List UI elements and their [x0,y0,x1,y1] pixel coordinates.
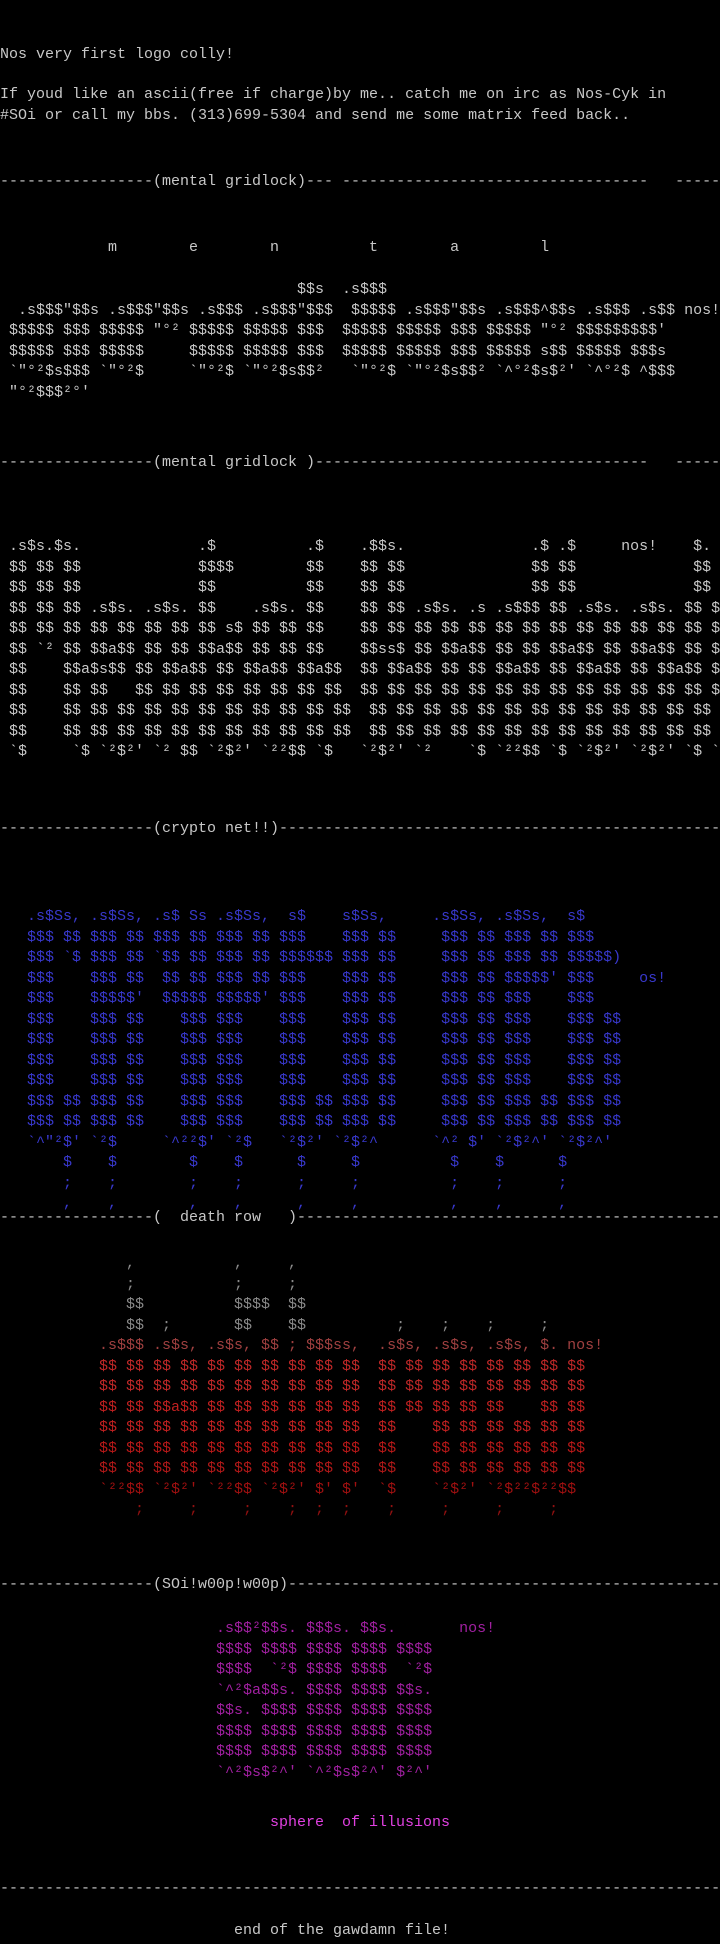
ascii-art-row: $$$$ $$$$ $$$$ $$$$ $$$$ [0,1722,433,1740]
section-separator: -----------------(crypto net!!)---------… [0,820,720,837]
ascii-art-row: `"°²$s$$$ `"°²$ `"°²$ `"°²$s$$² `"°²$ `"… [0,363,676,380]
outro-text: end of the gawdamn file! [234,1922,451,1939]
ascii-art-row: $$$ $$$$$' $$$$$ $$$$$' $$$ $$$ $$ $$$ $… [0,990,595,1007]
section-separator: -----------------(mental gridlock )-----… [0,454,720,471]
ascii-art-row: .s$$$"$$s .s$$$"$$s .s$$$ .s$$$"$$$ $$$$… [0,301,720,319]
ascii-art-row: $$ $$$$ $$ [0,1296,307,1313]
ascii-art-row: $$$ $$$ $$ $$$ $$$ $$$ $$$ $$ $$$ $$ $$$… [0,1072,622,1089]
ascii-art-row: $$s .s$$$ [0,281,388,298]
intro-text: #SOi or call my bbs. (313)699-5304 and s… [0,107,631,124]
ascii-art-row: $$ $$ $$ $$ $$ $$ $$ $$ $$ $$ $$ $$ $$ $… [0,722,720,740]
ascii-art-row: ; ; ; [0,1275,298,1293]
ascii-art-row: $$ $$ $$ $$ $$ $$ $$ $$ $$ $$ $$ [0,579,720,596]
ascii-art-row: $$$$$ $$$ $$$$$ $$$$$ $$$$$ $$$ $$$$$ $$… [0,342,667,360]
ascii-art-row: ; ; ; ; ; ; ; ; ; ; [0,1501,559,1518]
ascii-art-row: $$$$ $$$$ $$$$ $$$$ $$$$ [0,1743,433,1760]
ascii-art-row: `^²$s$²^' `^²$s$²^' $²^' [0,1763,433,1781]
ascii-art-row: `$ `$ `²$²' `² $$ `²$²' `²²$$ `$ `²$²' `… [0,743,720,760]
ascii-art-row: $$ $$ $$ $$ $$ $$ $$ $$ s$ $$ $$ $$ $$ $… [0,620,720,637]
ascii-art-row: $$ $$ $$ $$ $$ $$ $$ $$ $$ $$ $$ $$ $$ $… [0,1460,586,1477]
ascii-art-row: $ $ $ $ $ $ $ $ $ [0,1154,568,1171]
ascii-art-row: , , , [0,1255,298,1272]
section-separator: -----------------(SOi!w00p!w00p)--------… [0,1576,720,1593]
ascii-art-row: $$$ $$$ $$ $$$ $$$ $$$ $$$ $$ $$$ $$ $$$… [0,1010,622,1028]
ascii-art-row: $$ ; $$ $$ ; ; ; ; [0,1316,550,1334]
ascii-art-row: .s$Ss, .s$Ss, .s$ Ss .s$Ss, s$ s$Ss, .s$… [0,908,586,925]
ascii-art-row: $$ $$ $$ $$ $$ $$ $$ $$ $$ $$ $$ $$ $$ $… [0,702,720,719]
ascii-art-row: $$$ $$$ $$ $$$ $$$ $$$ $$$ $$ $$$ $$ $$$… [0,1031,622,1048]
ascii-art-row: $$$ $$ $$$ $$ $$$ $$$ $$$ $$ $$$ $$ $$$ … [0,1113,622,1130]
section-label: m e n t a l [0,239,550,256]
ascii-art-row: ; ; ; ; ; ; ; ; ; [0,1174,568,1192]
intro-text: Nos very first logo colly! [0,46,235,63]
ascii-art-row: .s$s.$s. .$ .$ .$$s. .$ .$ nos! $. $. [0,538,720,555]
ascii-art-row: $$ $$ $$ $$ $$ $$ $$ $$ $$ $$ $$ $$ $$ $… [0,1378,586,1395]
ascii-art-row: .s$$²$$s. $$$s. $$s. nos! [0,1620,496,1637]
ascii-art-row: $$$ $$$ $$ $$ $$ $$$ $$ $$$ $$$ $$ $$$ $… [0,969,667,987]
ascii-art-row: $$ $$a$s$$ $$ $$a$$ $$ $$a$$ $$a$$ $$ $$… [0,661,720,678]
section-separator: -----------------(mental gridlock)--- --… [0,173,720,190]
section-separator: ----------------------------------------… [0,1880,720,1897]
ascii-art-row: $$$$ `²$ $$$$ $$$$ `²$ [0,1661,433,1678]
ascii-art-row: $$$$$ $$$ $$$$$ "°² $$$$$ $$$$$ $$$ $$$$… [0,322,667,339]
section-tagline: sphere of illusions [270,1814,451,1831]
ascii-art-row: .s$$$ .s$s, .s$s, $$ ; $$$ss, .s$s, .s$s… [0,1337,604,1354]
ascii-art-row: $$$ `$ $$$ $$ `$$ $$ $$$ $$ $$$$$$ $$$ $… [0,949,622,966]
ascii-art-row: $$$ $$ $$$ $$ $$$ $$ $$$ $$ $$$ $$$ $$ $… [0,928,595,946]
ascii-art-row: `²²$$ `²$²' `²²$$ `²$²' $' $' `$ `²$²' `… [0,1480,577,1498]
ascii-art-row: $$ $$ $$ $$$$ $$ $$ $$ $$ $$ $$ $$ [0,558,720,576]
ascii-art-row: $$ $$ $$ .s$s. .s$s. $$ .s$s. $$ $$ $$ .… [0,599,720,617]
ascii-art-row: $$ $$ $$ $$ $$ $$ $$ $$ $$ $$ $$ $$ $$ $… [0,1439,586,1457]
ascii-art-row: $$$ $$ $$$ $$ $$$ $$$ $$$ $$ $$$ $$ $$$ … [0,1092,622,1110]
ascii-art-row: $$ $$ $$a$$ $$ $$ $$ $$ $$ $$ $$ $$ $$ $… [0,1398,586,1416]
ascii-art-row: $$ $$ $$ $$ $$ $$ $$ $$ $$ $$ $$ $$ $$ $… [0,1419,586,1436]
ascii-art-row: $$s. $$$$ $$$$ $$$$ $$$$ [0,1702,433,1719]
ascii-art-row: "°²$$$²°' [0,383,91,401]
intro-text: If youd like an ascii(free if charge)by … [0,86,667,103]
ascii-art-row: `^"²$' `²$ `^²²$' `²$ `²$²' `²$²^ `^² $'… [0,1133,613,1151]
ascii-art-row: $$ `² $$ $$a$$ $$ $$ $$a$$ $$ $$ $$ $$ss… [0,640,720,658]
ascii-art-row: $$$$ $$$$ $$$$ $$$$ $$$$ [0,1640,433,1658]
ascii-art-row: $$ $$ $$ $$ $$ $$ $$ $$ $$ $$ $$ $$ $$ $… [0,1357,586,1375]
ascii-art-row: `^²$a$$s. $$$$ $$$$ $$s. [0,1681,433,1699]
ascii-art-row: , , , , , , , , , [0,1195,568,1212]
ascii-art-row: $$$ $$$ $$ $$$ $$$ $$$ $$$ $$ $$$ $$ $$$… [0,1051,622,1069]
section-separator: -----------------( death row )----------… [0,1209,720,1226]
ascii-art-row: $$ $$ $$ $$ $$ $$ $$ $$ $$ $$ $$ $$ $$ $… [0,681,720,699]
